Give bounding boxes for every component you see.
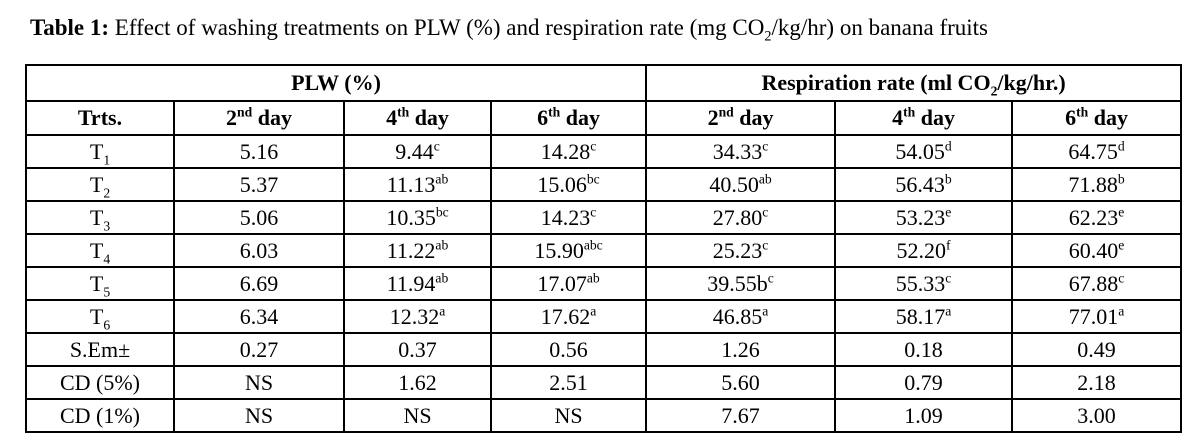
data-cell: 60.40e [1011,233,1183,268]
data-cell: 14.23c [489,200,648,235]
row-label: T2 [25,167,175,202]
row-label: T1 [25,134,175,169]
table-row: T5 6.69 11.94ab 17.07ab 39.55bc 55.33c 67.88c [25,266,1183,301]
column-header-cell: 6th day [489,100,648,136]
data-cell: 62.23e [1011,200,1183,235]
data-cell: 34.33c [645,134,837,169]
data-cell: 39.55bc [645,266,837,301]
data-cell: 17.62a [489,299,648,334]
data-cell: 7.67 [645,398,837,433]
column-header-row: Trts. 2nd day 4th day 6th day 2nd day 4th day… [25,100,1183,136]
data-cell: 53.23e [834,200,1014,235]
data-cell: 11.94ab [343,266,492,301]
data-cell: 11.22ab [343,233,492,268]
table-row: T1 5.16 9.44c 14.28c 34.33c 54.05d 64.75d [25,134,1183,169]
data-cell: 77.01a [1011,299,1183,334]
data-cell: 5.60 [645,365,837,400]
data-cell: NS [173,365,345,400]
data-cell: 46.85a [645,299,837,334]
data-cell: 71.88b [1011,167,1183,202]
data-cell: 2.51 [489,365,648,400]
data-cell: NS [343,398,492,433]
data-cell: 27.80c [645,200,837,235]
data-cell: 55.33c [834,266,1014,301]
data-cell: 6.69 [173,266,345,301]
data-cell: 6.34 [173,299,345,334]
data-cell: NS [489,398,648,433]
data-cell: 54.05d [834,134,1014,169]
data-cell: 0.49 [1011,332,1183,367]
column-header-cell: 6th day [1011,100,1183,136]
group-header-row: PLW (%) Respiration rate (ml CO2/kg/hr.) [24,64,1183,102]
data-cell: 0.56 [489,332,648,367]
data-cell: 15.90abc [489,233,648,268]
data-cell: 52.20f [834,233,1014,268]
data-cell: 9.44c [343,134,492,169]
table-row: CD (1%) NS NS NS 7.67 1.09 3.00 [25,398,1183,433]
data-cell: 0.79 [834,365,1014,400]
data-cell: 5.16 [173,134,345,169]
row-label: S.Em± [25,332,175,367]
table-row: T6 6.34 12.32a 17.62a 46.85a 58.17a 77.01a [25,299,1183,334]
data-cell: 15.06bc [489,167,648,202]
data-cell: 1.26 [645,332,837,367]
row-label: T5 [25,266,175,301]
data-cell: 3.00 [1011,398,1183,433]
table-row: T2 5.37 11.13ab 15.06bc 40.50ab 56.43b 71.88b [25,167,1183,202]
row-label: T6 [25,299,175,334]
row-label: T4 [25,233,175,268]
data-cell: 40.50ab [645,167,837,202]
column-header-cell: 2nd day [173,100,345,136]
data-cell: 6.03 [173,233,345,268]
data-cell: 5.06 [173,200,345,235]
table-caption: Table 1: Effect of washing treatments on… [30,15,988,45]
column-header-cell: Trts. [25,100,175,136]
data-cell: 1.62 [343,365,492,400]
results-table: PLW (%) Respiration rate (ml CO2/kg/hr.) T… [24,64,1183,433]
data-cell: 10.35bc [343,200,492,235]
data-cell: 14.28c [489,134,648,169]
row-label: CD (5%) [25,365,175,400]
table-row: T4 6.03 11.22ab 15.90abc 25.23c 52.20f 60.40e [25,233,1183,268]
data-cell: 0.27 [173,332,345,367]
data-cell: 2.18 [1011,365,1183,400]
row-label: CD (1%) [25,398,175,433]
data-cell: NS [173,398,345,433]
data-cell: 5.37 [173,167,345,202]
data-cell: 0.37 [343,332,492,367]
group-header-cell: PLW (%) [24,64,648,102]
column-header-cell: 4th day [343,100,492,136]
row-label: T3 [25,200,175,235]
table-body: T1 5.16 9.44c 14.28c 34.33c 54.05d 64.75d T2 5.3… [25,134,1183,433]
data-cell: 17.07ab [489,266,648,301]
data-cell: 64.75d [1011,134,1183,169]
table-head: PLW (%) Respiration rate (ml CO2/kg/hr.) T… [24,64,1183,136]
data-cell: 12.32a [343,299,492,334]
group-header-cell: Respiration rate (ml CO2/kg/hr.) [645,64,1183,102]
data-cell: 25.23c [645,233,837,268]
data-cell: 1.09 [834,398,1014,433]
data-cell: 0.18 [834,332,1014,367]
data-cell: 11.13ab [343,167,492,202]
column-header-cell: 4th day [834,100,1014,136]
table-row: T3 5.06 10.35bc 14.23c 27.80c 53.23e 62.23e [25,200,1183,235]
data-cell: 58.17a [834,299,1014,334]
data-cell: 56.43b [834,167,1014,202]
table-row: S.Em± 0.27 0.37 0.56 1.26 0.18 0.49 [25,332,1183,367]
table-row: CD (5%) NS 1.62 2.51 5.60 0.79 2.18 [25,365,1183,400]
column-header-cell: 2nd day [645,100,837,136]
data-cell: 67.88c [1011,266,1183,301]
